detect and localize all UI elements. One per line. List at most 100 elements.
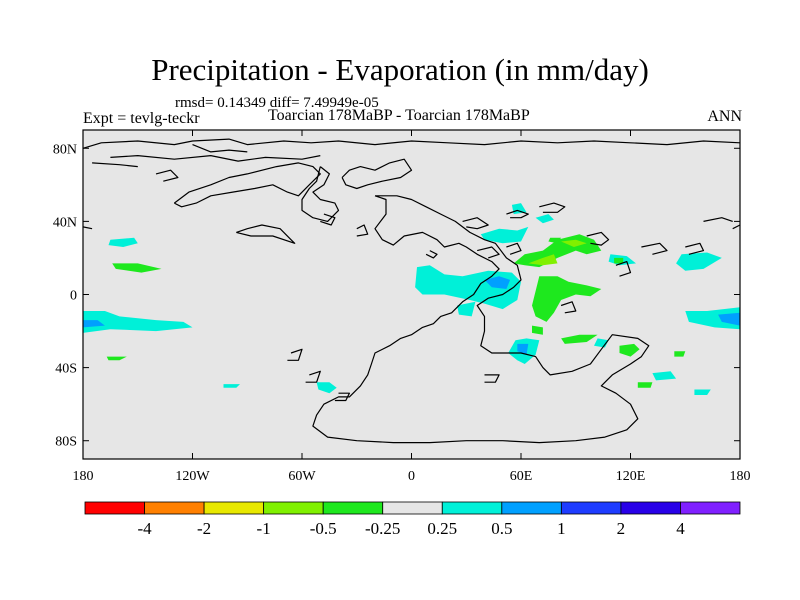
colorbar-swatch-3 xyxy=(263,501,324,515)
contour-region-2 xyxy=(83,311,193,333)
y-tick-label: 40S xyxy=(55,362,77,377)
coastline-26 xyxy=(155,169,179,182)
plot-background xyxy=(83,130,740,459)
contour-region-23 xyxy=(718,312,740,326)
contour-region-26 xyxy=(561,334,598,344)
colorbar-swatch-5 xyxy=(382,501,443,515)
colorbar-swatch-0 xyxy=(84,501,145,515)
contour-region-12 xyxy=(535,214,554,224)
y-tick-label: 0 xyxy=(70,289,77,304)
colorbar-label: 2 xyxy=(617,519,626,538)
colorbar-swatch-9 xyxy=(620,501,681,515)
x-tick-label: 60W xyxy=(288,469,316,484)
coastline-28 xyxy=(82,226,93,230)
contour-region-8 xyxy=(484,276,511,289)
contour-region-32 xyxy=(674,351,686,357)
contour-regions xyxy=(83,203,740,395)
contour-region-3 xyxy=(83,320,105,328)
x-tick-label: 120E xyxy=(616,469,646,484)
contour-region-27 xyxy=(619,343,640,357)
coastline-5 xyxy=(312,195,650,444)
contour-region-16 xyxy=(532,276,602,322)
contour-region-25 xyxy=(517,343,529,355)
coastline-0 xyxy=(82,138,741,149)
colorbar-label: -0.5 xyxy=(310,519,337,538)
colorbar-swatch-6 xyxy=(441,501,503,515)
colorbar-label: -2 xyxy=(197,519,211,538)
contour-region-0 xyxy=(108,237,138,247)
coastline-17 xyxy=(560,301,577,314)
coastline-22 xyxy=(305,370,321,383)
coastline-6 xyxy=(173,162,321,208)
coastline-20 xyxy=(685,242,705,255)
x-tick-label: 60E xyxy=(510,469,533,484)
coastline-7 xyxy=(236,224,296,244)
contour-region-5 xyxy=(223,384,240,388)
x-tick-label: 0 xyxy=(408,469,415,484)
colorbar-swatch-10 xyxy=(680,501,741,515)
coastline-18 xyxy=(615,261,632,277)
chart-title: Precipitation - Evaporation (in mm/day) xyxy=(151,52,649,87)
coastline-25 xyxy=(192,144,248,153)
contour-region-30 xyxy=(694,389,711,395)
coastline-21 xyxy=(334,392,350,402)
colorbar-swatch-1 xyxy=(144,501,205,515)
colorbar: -4 -2 -1 -0.5 -0.25 0.25 0.5 1 2 4 xyxy=(84,501,741,538)
colorbar-swatch-8 xyxy=(560,501,622,515)
x-tick-label: 180 xyxy=(73,469,94,484)
contour-region-21 xyxy=(676,252,722,271)
colorbar-label: -4 xyxy=(137,519,152,538)
colorbar-swatch-4 xyxy=(322,501,384,515)
stats-label: rmsd= 0.14349 diff= 7.49949e-05 xyxy=(175,95,379,111)
coastline-16 xyxy=(586,231,610,246)
coastline-4 xyxy=(341,158,413,190)
contour-region-29 xyxy=(652,371,677,381)
contour-region-15 xyxy=(561,239,587,247)
coastline-29 xyxy=(703,217,733,222)
colorbar-label: 0.25 xyxy=(427,519,457,538)
coastline-14 xyxy=(477,246,500,259)
contour-region-1 xyxy=(112,263,162,273)
contour-region-22 xyxy=(685,307,740,330)
coastline-27 xyxy=(732,224,741,230)
coastline-24 xyxy=(484,374,500,383)
contour-region-14 xyxy=(528,254,558,266)
x-tick-label: 180 xyxy=(730,469,751,484)
contour-region-7 xyxy=(415,265,521,310)
coastline-15 xyxy=(506,242,522,255)
coastline-12 xyxy=(506,209,529,219)
season-label: ANN xyxy=(707,108,742,125)
coastline-13 xyxy=(539,202,566,213)
colorbar-label: 1 xyxy=(557,519,566,538)
contour-region-10 xyxy=(480,226,529,244)
contour-region-31 xyxy=(637,382,653,388)
coastline-23 xyxy=(287,348,303,361)
coastline-11 xyxy=(462,217,489,230)
y-tick-label: 40N xyxy=(53,215,77,230)
colorbar-swatch-7 xyxy=(501,501,562,515)
contour-region-4 xyxy=(106,356,127,361)
coastline-2 xyxy=(92,162,138,168)
contour-region-18 xyxy=(548,237,562,244)
coastline-19 xyxy=(641,242,668,255)
colorbar-label: -0.25 xyxy=(365,519,400,538)
x-tick-label: 120W xyxy=(175,469,210,484)
axis-ticks: 180 120W 60W 0 60E 120E 180 80N 40N 0 40S 80S xyxy=(53,130,751,484)
contour-region-20 xyxy=(614,257,624,264)
colorbar-swatch-2 xyxy=(203,501,265,515)
period-label: Toarcian 178MaBP - Toarcian 178MaBP xyxy=(268,107,530,124)
coastline-3 xyxy=(301,166,340,222)
coastline-8 xyxy=(320,213,336,226)
contour-region-9 xyxy=(457,301,476,317)
colorbar-label: -1 xyxy=(257,519,271,538)
colorbar-label: 0.5 xyxy=(491,519,512,538)
contour-region-6 xyxy=(316,382,337,394)
y-tick-label: 80S xyxy=(55,435,77,450)
contour-region-17 xyxy=(532,325,543,335)
colorbar-label: 4 xyxy=(676,519,685,538)
y-tick-label: 80N xyxy=(53,142,77,157)
coastline-1 xyxy=(110,155,321,162)
coastline-9 xyxy=(356,224,369,237)
coastlines xyxy=(82,138,741,444)
